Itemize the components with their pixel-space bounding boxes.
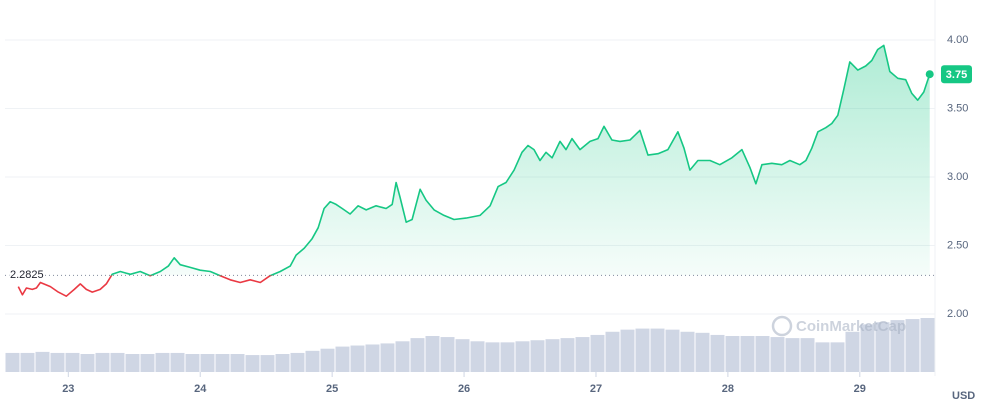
volume-bar <box>50 352 65 372</box>
volume-bar <box>590 334 605 372</box>
volume-bar <box>455 339 470 372</box>
last-price-label: 3.75 <box>946 69 967 81</box>
x-tick-label: 28 <box>722 383 734 395</box>
volume-bar <box>710 334 725 372</box>
volume-bar <box>770 337 785 372</box>
volume-bar <box>335 346 350 372</box>
y-tick-label: 2.50 <box>947 239 968 251</box>
watermark-text: CoinMarketCap <box>796 318 906 335</box>
volume-bar <box>635 328 650 372</box>
volume-bar <box>365 344 380 372</box>
x-tick-label: 29 <box>854 383 866 395</box>
volume-bar <box>515 341 530 372</box>
y-tick-label: 4.00 <box>947 34 968 46</box>
volume-bar <box>20 352 35 372</box>
volume-bar <box>905 319 920 372</box>
volume-bar <box>80 354 95 372</box>
volume-bar <box>800 338 815 372</box>
volume-bar <box>140 354 155 372</box>
volume-bar <box>440 337 455 372</box>
volume-bar <box>545 339 560 372</box>
volume-bar <box>395 341 410 372</box>
volume-bar <box>155 352 170 372</box>
y-tick-label: 3.00 <box>947 171 968 183</box>
volume-bar <box>350 345 365 372</box>
volume-bar <box>305 350 320 372</box>
volume-bar <box>125 354 140 372</box>
price-area <box>18 45 930 276</box>
volume-bar <box>170 352 185 372</box>
volume-bar <box>890 320 905 372</box>
volume-bar <box>845 331 860 372</box>
y-unit: USD <box>952 390 975 402</box>
volume-bar <box>275 354 290 372</box>
volume-bar <box>560 338 575 372</box>
last-price-pill <box>941 65 972 84</box>
volume-bar <box>215 354 230 372</box>
volume-bar <box>755 336 770 372</box>
volume-bar <box>260 355 275 372</box>
x-tick-label: 26 <box>458 383 470 395</box>
volume-bar <box>35 351 50 372</box>
x-tick-label: 24 <box>194 383 207 395</box>
volume-bar <box>470 341 485 372</box>
y-tick-label: 3.50 <box>947 102 968 114</box>
volume-bar <box>185 354 200 372</box>
x-tick-label: 27 <box>590 383 602 395</box>
volume-bar <box>65 352 80 372</box>
volume-bar <box>665 329 680 372</box>
volume-bar <box>290 352 305 372</box>
volume-bar <box>500 342 515 372</box>
volume-bar <box>320 348 335 372</box>
volume-bar <box>380 343 395 372</box>
volume-bar <box>530 340 545 372</box>
volume-bar <box>620 329 635 372</box>
volume-bar <box>740 336 755 372</box>
volume-bar <box>725 336 740 372</box>
y-tick-label: 2.00 <box>947 308 968 320</box>
price-line <box>17 44 931 297</box>
volume-bar <box>5 352 20 372</box>
volume-bar <box>230 354 245 372</box>
watermark: CoinMarketCap <box>771 315 906 337</box>
volume-bar <box>695 332 710 372</box>
volume-bar <box>680 331 695 372</box>
volume-bar <box>920 318 935 372</box>
volume-bar <box>245 355 260 372</box>
volume-bar <box>815 342 830 372</box>
volume-bar <box>575 337 590 372</box>
baseline-label: 2.2825 <box>10 269 44 281</box>
volume-bar <box>860 324 875 372</box>
volume-bar <box>110 352 125 372</box>
volume-bar <box>95 352 110 372</box>
volume-bar <box>875 322 890 372</box>
x-tick-label: 25 <box>326 383 338 395</box>
last-price-dot <box>925 70 934 79</box>
volume-bar <box>785 338 800 372</box>
volume-bar <box>200 354 215 372</box>
volume-bar <box>605 331 620 372</box>
volume-bar <box>425 336 440 372</box>
volume-bar <box>650 328 665 372</box>
volume-bar <box>830 342 845 372</box>
volume-bar <box>410 338 425 372</box>
volume-bar <box>485 342 500 372</box>
x-tick-label: 23 <box>62 383 74 395</box>
